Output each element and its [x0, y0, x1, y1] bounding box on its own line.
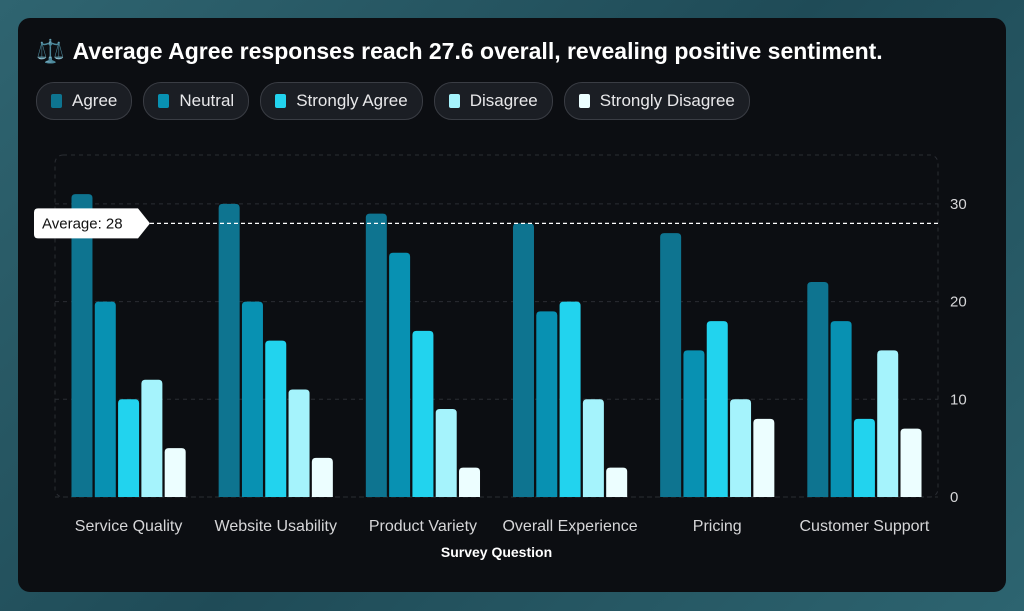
bar-disagree [730, 399, 752, 497]
bar-strongly-disagree [311, 457, 333, 497]
bar-agree [365, 213, 387, 497]
bar-agree [71, 194, 93, 497]
legend-label: Strongly Disagree [599, 91, 735, 110]
legend-item-strongly-disagree[interactable]: Strongly Disagree [563, 82, 750, 120]
x-tick-label: Product Variety [369, 518, 477, 535]
bar-agree [218, 203, 240, 497]
legend-label: Disagree [469, 91, 538, 110]
bar-strongly-disagree [459, 467, 481, 497]
legend-swatch [275, 94, 287, 108]
chart-title: ⚖️ Average Agree responses reach 27.6 ov… [36, 38, 883, 65]
x-axis-label: Survey Question [441, 544, 552, 560]
bar-disagree [435, 409, 457, 497]
bar-neutral [241, 301, 263, 497]
bar-neutral [536, 311, 558, 497]
x-tick-label: Pricing [693, 518, 742, 535]
y-tick-label: 10 [950, 391, 967, 408]
bar-disagree [582, 399, 604, 497]
legend-item-neutral[interactable]: Neutral [143, 82, 250, 120]
x-tick-label: Website Usability [215, 518, 337, 535]
legend-swatch [578, 94, 590, 108]
bar-strongly-agree [265, 340, 287, 497]
bar-neutral [683, 350, 705, 497]
bar-disagree [288, 389, 310, 497]
bar-neutral [830, 321, 852, 497]
legend-swatch [448, 94, 460, 108]
average-label-badge [34, 208, 150, 239]
legend-item-disagree[interactable]: Disagree [433, 82, 553, 120]
bar-strongly-disagree [606, 467, 628, 497]
bar-strongly-agree [853, 418, 875, 497]
legend-label: Neutral [179, 91, 235, 110]
legend: Agree Neutral Strongly Agree Disagree Strong… [36, 82, 750, 120]
bar-strongly-agree [706, 321, 728, 497]
bar-agree [807, 282, 829, 497]
legend-item-agree[interactable]: Agree [36, 82, 133, 120]
x-tick-label: Overall Experience [502, 518, 637, 535]
average-label: Average: 28 [42, 215, 123, 232]
legend-item-strongly-agree[interactable]: Strongly Agree [260, 82, 423, 120]
plot-area [54, 154, 939, 498]
bar-disagree [877, 350, 899, 497]
legend-swatch [51, 94, 62, 108]
x-tick-label: Service Quality [75, 518, 183, 535]
bar-strongly-disagree [164, 448, 186, 497]
bar-neutral [94, 301, 116, 497]
bar-disagree [141, 379, 163, 497]
bar-strongly-disagree [900, 428, 922, 497]
y-tick-label: 30 [950, 196, 967, 213]
bar-strongly-agree [118, 399, 140, 497]
legend-label: Agree [72, 91, 118, 110]
bar-agree [660, 233, 682, 497]
legend-label: Strongly Agree [296, 91, 408, 110]
y-tick-label: 0 [950, 489, 958, 506]
y-tick-label: 20 [950, 294, 967, 311]
bar-strongly-agree [559, 301, 581, 497]
bar-neutral [389, 252, 411, 497]
title-text: Average Agree responses reach 27.6 overa… [72, 38, 883, 64]
bar-strongly-disagree [753, 418, 775, 497]
x-tick-label: Customer Support [799, 518, 929, 535]
bar-strongly-agree [412, 330, 434, 497]
balance-scale-icon: ⚖️ [36, 38, 65, 64]
legend-swatch [158, 94, 170, 108]
bar-agree [512, 223, 534, 497]
